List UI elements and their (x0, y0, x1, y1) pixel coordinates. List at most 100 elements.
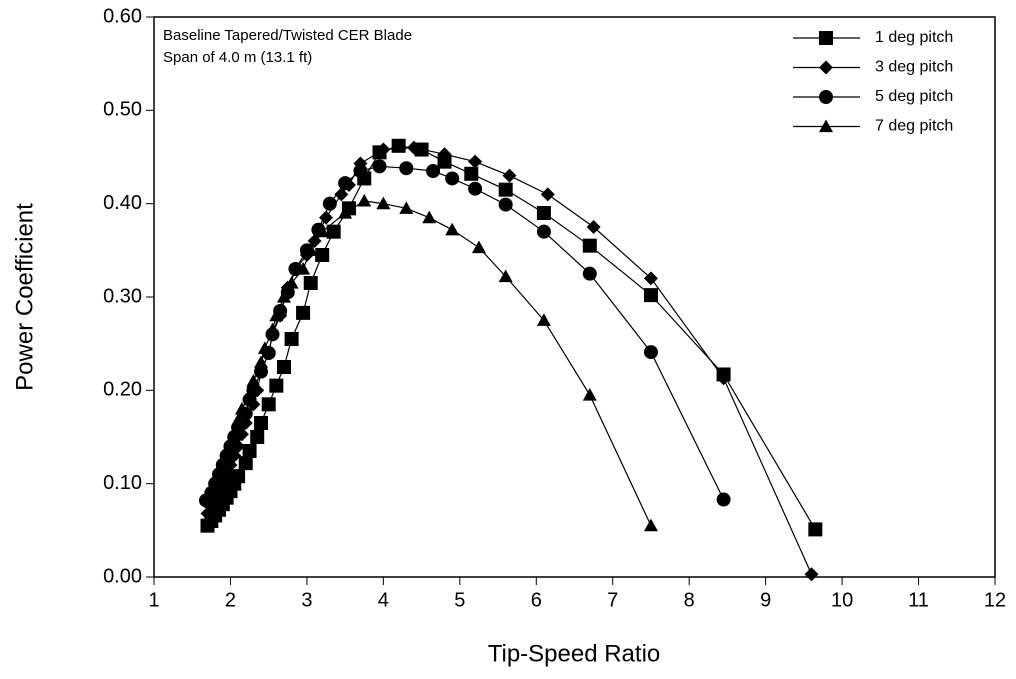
data-point (426, 164, 441, 178)
data-point (326, 224, 341, 239)
data-point (211, 462, 226, 476)
annotation: Span of 4.0 m (13.1 ft) (163, 49, 312, 66)
x-axis-label: Tip-Speed Ratio (488, 640, 661, 667)
data-point (445, 222, 460, 236)
data-point (284, 276, 299, 289)
data-point (242, 444, 257, 458)
y-axis-label: Power Coefficient (11, 203, 38, 391)
data-point (406, 140, 421, 155)
x-tick-label: 11 (908, 589, 929, 611)
data-point (322, 196, 337, 211)
legend-label: 3 deg pitch (875, 59, 953, 76)
x-tick-label: 7 (607, 589, 618, 611)
data-point (437, 154, 452, 169)
y-tick-label: 0.10 (103, 472, 142, 494)
data-point (276, 290, 291, 303)
data-point (353, 164, 368, 178)
data-point (254, 416, 269, 430)
data-point (315, 248, 330, 262)
x-tick-label: 12 (984, 589, 1006, 611)
data-point (372, 159, 387, 174)
y-tick-label: 0.50 (103, 99, 142, 121)
data-point (338, 206, 353, 219)
data-point (276, 360, 291, 374)
data-point (261, 397, 276, 412)
data-point (536, 224, 551, 239)
data-point (399, 201, 414, 214)
data-point (464, 166, 479, 181)
legend-marker (819, 90, 833, 104)
data-point (498, 197, 513, 212)
data-point (502, 168, 517, 183)
data-point (586, 220, 601, 234)
legend-marker (819, 119, 833, 133)
data-point (334, 187, 349, 202)
data-point (716, 492, 731, 507)
x-tick-label: 8 (684, 589, 695, 611)
data-point (303, 243, 318, 256)
x-tick-label: 2 (225, 589, 236, 611)
data-point (254, 364, 269, 379)
y-tick-label: 0.20 (103, 379, 142, 401)
data-point (716, 371, 731, 386)
data-point (246, 374, 261, 387)
data-point (315, 224, 330, 238)
data-point (227, 425, 242, 438)
data-point (257, 341, 272, 354)
data-point (204, 481, 219, 494)
data-point (804, 567, 819, 582)
data-point (376, 142, 391, 157)
data-point (338, 176, 353, 191)
data-point (445, 171, 460, 186)
x-tick-label: 10 (831, 589, 853, 611)
data-point (536, 206, 551, 220)
x-tick-label: 4 (378, 589, 389, 611)
data-point (643, 271, 658, 286)
y-tick-label: 0.30 (103, 285, 142, 307)
data-point (437, 147, 452, 162)
data-point (468, 181, 483, 196)
y-tick-label: 0.00 (103, 565, 142, 587)
data-point (219, 444, 234, 457)
y-tick-label: 0.40 (103, 192, 142, 214)
data-point (269, 308, 284, 322)
data-point (242, 388, 257, 401)
data-point (376, 196, 391, 210)
series-line (207, 147, 813, 575)
legend-marker (819, 60, 833, 75)
data-point (498, 182, 513, 197)
data-point (223, 434, 238, 448)
data-point (231, 413, 246, 426)
data-point (643, 345, 658, 360)
data-point (468, 154, 483, 169)
data-point (540, 187, 555, 202)
data-point (498, 269, 513, 283)
legend-label: 5 deg pitch (875, 88, 953, 105)
legend-label: 7 deg pitch (875, 118, 953, 135)
data-point (643, 288, 658, 303)
data-point (284, 332, 299, 346)
data-point (238, 456, 253, 471)
data-point (399, 161, 414, 176)
data-point (234, 402, 249, 415)
data-point (208, 472, 223, 485)
data-point (303, 276, 318, 290)
data-point (582, 388, 597, 401)
legend-marker (819, 31, 833, 45)
data-point (265, 322, 280, 336)
data-point (215, 453, 230, 466)
data-point (296, 262, 311, 275)
series-line (205, 165, 725, 501)
x-tick-label: 1 (148, 589, 159, 611)
data-point (357, 193, 372, 207)
data-point (422, 210, 437, 224)
data-point (254, 355, 269, 368)
data-point (250, 430, 265, 444)
data-point (582, 266, 597, 281)
data-point (231, 469, 246, 484)
legend-label: 1 deg pitch (875, 29, 953, 46)
data-point (808, 522, 823, 537)
x-tick-label: 9 (760, 589, 771, 611)
x-tick-label: 3 (301, 589, 312, 611)
